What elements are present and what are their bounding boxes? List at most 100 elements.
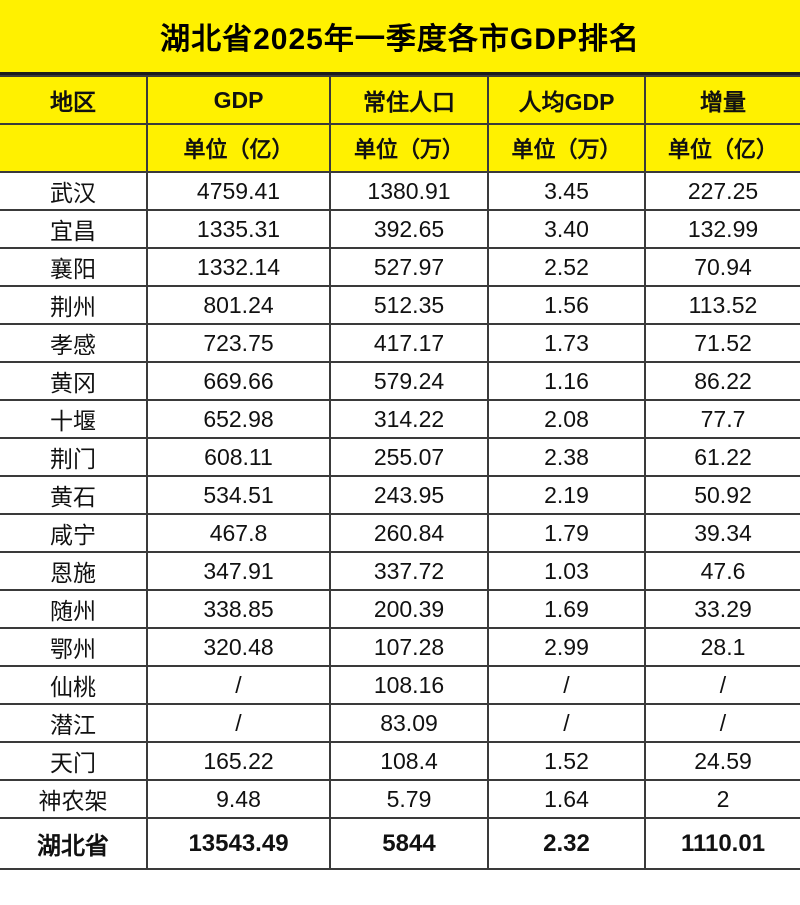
cell-pergdp: / xyxy=(487,703,646,743)
table-row: 潜江 / 83.09 / / xyxy=(0,703,800,743)
cell-pop: 512.35 xyxy=(329,285,489,325)
cell-pop: 5.79 xyxy=(329,779,489,819)
cell-pergdp: 1.79 xyxy=(487,513,646,553)
column-header-inc: 增量 xyxy=(644,75,800,125)
cell-pergdp: 3.45 xyxy=(487,171,646,211)
table-row: 孝感 723.75 417.17 1.73 71.52 xyxy=(0,323,800,363)
cell-inc: / xyxy=(644,665,800,705)
cell-inc: 70.94 xyxy=(644,247,800,287)
table-row: 恩施 347.91 337.72 1.03 47.6 xyxy=(0,551,800,591)
cell-pop: 527.97 xyxy=(329,247,489,287)
cell-pop: 1380.91 xyxy=(329,171,489,211)
cell-region: 黄冈 xyxy=(0,361,148,401)
cell-gdp: 320.48 xyxy=(146,627,331,667)
cell-gdp: 1332.14 xyxy=(146,247,331,287)
cell-gdp: 669.66 xyxy=(146,361,331,401)
cell-pergdp: 2.32 xyxy=(487,817,646,870)
cell-inc: 28.1 xyxy=(644,627,800,667)
cell-gdp: 608.11 xyxy=(146,437,331,477)
unit-gdp: 单位（亿） xyxy=(146,123,331,173)
cell-inc: 2 xyxy=(644,779,800,819)
cell-pergdp: 1.03 xyxy=(487,551,646,591)
cell-pergdp: / xyxy=(487,665,646,705)
table-header-row: 地区 GDP 常住人口 人均GDP 增量 xyxy=(0,75,800,125)
table-row: 天门 165.22 108.4 1.52 24.59 xyxy=(0,741,800,781)
cell-pop: 107.28 xyxy=(329,627,489,667)
cell-pergdp: 2.38 xyxy=(487,437,646,477)
cell-pop: 417.17 xyxy=(329,323,489,363)
cell-gdp: 13543.49 xyxy=(146,817,331,870)
cell-inc: 227.25 xyxy=(644,171,800,211)
cell-region: 神农架 xyxy=(0,779,148,819)
cell-inc: 47.6 xyxy=(644,551,800,591)
cell-region: 襄阳 xyxy=(0,247,148,287)
cell-inc: 71.52 xyxy=(644,323,800,363)
cell-gdp: 165.22 xyxy=(146,741,331,781)
column-header-gdp: GDP xyxy=(146,75,331,125)
cell-pop: 314.22 xyxy=(329,399,489,439)
cell-pergdp: 2.19 xyxy=(487,475,646,515)
cell-pergdp: 1.64 xyxy=(487,779,646,819)
cell-gdp: 801.24 xyxy=(146,285,331,325)
cell-region: 十堰 xyxy=(0,399,148,439)
cell-region: 孝感 xyxy=(0,323,148,363)
cell-pop: 200.39 xyxy=(329,589,489,629)
table-row: 黄石 534.51 243.95 2.19 50.92 xyxy=(0,475,800,515)
cell-pop: 579.24 xyxy=(329,361,489,401)
table-row: 鄂州 320.48 107.28 2.99 28.1 xyxy=(0,627,800,667)
cell-pergdp: 1.56 xyxy=(487,285,646,325)
cell-pop: 255.07 xyxy=(329,437,489,477)
unit-inc: 单位（亿） xyxy=(644,123,800,173)
column-header-region: 地区 xyxy=(0,75,148,125)
cell-gdp: 1335.31 xyxy=(146,209,331,249)
column-header-pop: 常住人口 xyxy=(329,75,489,125)
cell-inc: 113.52 xyxy=(644,285,800,325)
table-row: 十堰 652.98 314.22 2.08 77.7 xyxy=(0,399,800,439)
table-row: 随州 338.85 200.39 1.69 33.29 xyxy=(0,589,800,629)
cell-pergdp: 1.73 xyxy=(487,323,646,363)
cell-inc: 132.99 xyxy=(644,209,800,249)
cell-pop: 337.72 xyxy=(329,551,489,591)
cell-gdp: / xyxy=(146,703,331,743)
cell-pergdp: 1.16 xyxy=(487,361,646,401)
cell-pergdp: 2.08 xyxy=(487,399,646,439)
cell-inc: / xyxy=(644,703,800,743)
cell-pergdp: 1.69 xyxy=(487,589,646,629)
cell-inc: 77.7 xyxy=(644,399,800,439)
cell-gdp: 652.98 xyxy=(146,399,331,439)
column-header-pergdp: 人均GDP xyxy=(487,75,646,125)
cell-inc: 33.29 xyxy=(644,589,800,629)
cell-pergdp: 2.99 xyxy=(487,627,646,667)
table-total-row: 湖北省 13543.49 5844 2.32 1110.01 xyxy=(0,817,800,870)
table-row: 襄阳 1332.14 527.97 2.52 70.94 xyxy=(0,247,800,287)
cell-pop: 260.84 xyxy=(329,513,489,553)
table-row: 宜昌 1335.31 392.65 3.40 132.99 xyxy=(0,209,800,249)
table-row: 神农架 9.48 5.79 1.64 2 xyxy=(0,779,800,819)
table-row: 荆州 801.24 512.35 1.56 113.52 xyxy=(0,285,800,325)
table-row: 仙桃 / 108.16 / / xyxy=(0,665,800,705)
cell-pop: 243.95 xyxy=(329,475,489,515)
cell-inc: 1110.01 xyxy=(644,817,800,870)
cell-inc: 39.34 xyxy=(644,513,800,553)
cell-inc: 86.22 xyxy=(644,361,800,401)
unit-pergdp: 单位（万） xyxy=(487,123,646,173)
cell-region: 宜昌 xyxy=(0,209,148,249)
cell-gdp: 467.8 xyxy=(146,513,331,553)
table-row: 黄冈 669.66 579.24 1.16 86.22 xyxy=(0,361,800,401)
cell-gdp: 534.51 xyxy=(146,475,331,515)
cell-pop: 108.16 xyxy=(329,665,489,705)
cell-gdp: 4759.41 xyxy=(146,171,331,211)
unit-pop: 单位（万） xyxy=(329,123,489,173)
page-title: 湖北省2025年一季度各市GDP排名 xyxy=(0,0,800,75)
cell-pergdp: 1.52 xyxy=(487,741,646,781)
cell-inc: 24.59 xyxy=(644,741,800,781)
cell-region: 天门 xyxy=(0,741,148,781)
cell-gdp: / xyxy=(146,665,331,705)
cell-pergdp: 3.40 xyxy=(487,209,646,249)
cell-region: 武汉 xyxy=(0,171,148,211)
cell-pop: 5844 xyxy=(329,817,489,870)
cell-inc: 50.92 xyxy=(644,475,800,515)
table-row: 武汉 4759.41 1380.91 3.45 227.25 xyxy=(0,171,800,211)
cell-gdp: 338.85 xyxy=(146,589,331,629)
